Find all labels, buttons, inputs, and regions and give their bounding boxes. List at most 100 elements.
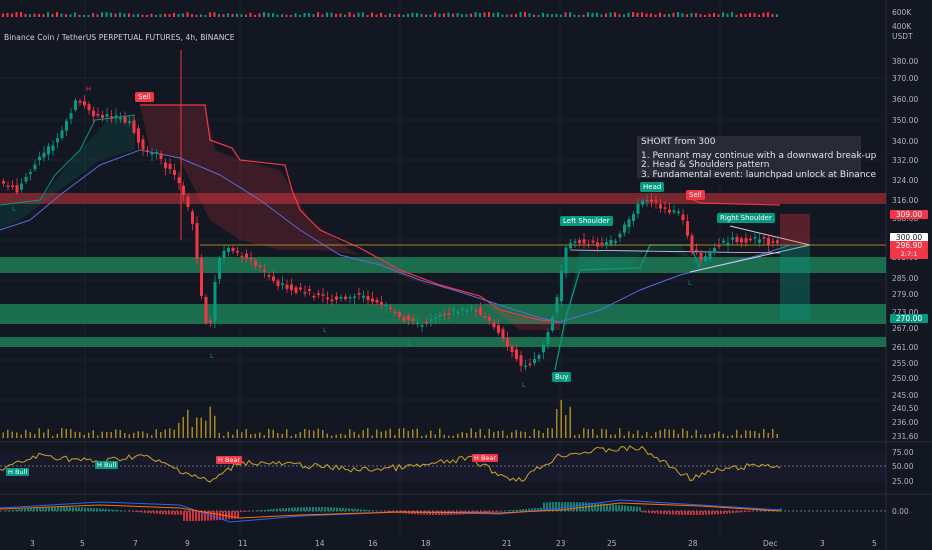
candle-body [335, 296, 338, 300]
supertrend-bullish-area-left [0, 115, 135, 230]
candle-body [573, 241, 577, 243]
volume-bars [2, 399, 778, 438]
macd-bar [276, 508, 278, 511]
current-price-tag: 300.00 [890, 233, 928, 242]
candle-body [141, 139, 145, 150]
time-axis-label: 7 [133, 539, 138, 548]
rsi-bear-divergence-tag-2[interactable]: H Bear [472, 454, 499, 462]
volume-bar [11, 431, 13, 438]
top-volume-bar [609, 12, 612, 17]
volume-bar [592, 428, 594, 438]
top-volume-bar [321, 14, 324, 17]
volume-bar [52, 435, 54, 438]
head-label[interactable]: Head [640, 182, 665, 192]
volume-bar [583, 428, 585, 438]
sell-signal-label-2[interactable]: Sell [686, 190, 705, 200]
macd-bar [327, 507, 329, 511]
candle-body [236, 250, 239, 253]
macd-bar [351, 508, 353, 511]
candle-body [267, 275, 271, 277]
top-volume-bar [290, 14, 292, 17]
candle-body [537, 355, 541, 359]
top-volume-bar [695, 13, 697, 17]
macd-bar [198, 511, 200, 521]
sell-signal-label[interactable]: Sell [135, 92, 154, 102]
macd-bar [48, 507, 50, 511]
top-volume-bar [713, 12, 715, 17]
trade-note[interactable]: SHORT from 300 1. Pennant may continue w… [637, 136, 876, 179]
rsi-scale-25: 25.00 [892, 477, 914, 486]
top-volume-bar [339, 13, 342, 17]
price-scale-label: 250.00 [892, 374, 919, 383]
candle-body [285, 284, 289, 289]
left-shoulder-label[interactable]: Left Shoulder [560, 216, 613, 226]
support-zone-upper [0, 257, 886, 273]
macd-bar [624, 505, 626, 511]
macd-bar [687, 511, 689, 515]
macd-bar [579, 502, 581, 511]
volume-bar [214, 415, 216, 438]
rsi-bull-divergence-tag-2[interactable]: H Bull [95, 461, 119, 469]
macd-bar [228, 511, 230, 520]
top-volume-bar [398, 13, 400, 17]
macd-bar [81, 507, 83, 511]
volume-bar [637, 430, 639, 438]
candle-body [245, 253, 248, 259]
candle-body [389, 307, 392, 309]
volume-bar [385, 430, 387, 438]
pivot-low-marker: L [210, 352, 214, 360]
candle-body [281, 283, 284, 285]
candle-body [483, 315, 487, 318]
volume-bar [713, 433, 715, 438]
top-volume-bar [132, 14, 135, 17]
buy-signal-label[interactable]: Buy [552, 372, 572, 382]
volume-bar [200, 417, 202, 438]
top-volume-bar [380, 12, 382, 17]
macd-signal-line [0, 502, 781, 519]
volume-bar [38, 428, 40, 438]
volume-bar [88, 432, 90, 438]
support-zone-lower [0, 337, 886, 347]
top-volume-bar [533, 14, 535, 17]
candle-body [398, 312, 401, 317]
candle-body [168, 163, 172, 170]
top-volume-bar [618, 14, 621, 17]
macd-bar [615, 504, 617, 511]
top-volume-bar [479, 12, 481, 17]
top-volume-bar [200, 14, 202, 17]
candle-body [704, 256, 707, 262]
volume-bar [646, 432, 648, 438]
macd-bar [354, 508, 356, 511]
top-volume-bar [173, 12, 175, 17]
candle-body [2, 180, 5, 184]
macd-bar [216, 511, 218, 521]
rsi-scale-75: 75.00 [892, 448, 914, 457]
volume-bar [610, 434, 612, 438]
right-shoulder-label[interactable]: Right Shoulder [717, 213, 775, 223]
rsi-bull-divergence-tag[interactable]: H Bull [6, 468, 30, 476]
volume-bar [43, 432, 45, 438]
macd-bar [27, 508, 29, 511]
rsi-bear-divergence-tag[interactable]: H Bear [216, 456, 243, 464]
macd-bar [246, 511, 248, 512]
volume-bar [133, 432, 135, 438]
volume-bar [389, 428, 391, 438]
candle-body [353, 296, 356, 298]
neckline [569, 249, 781, 254]
volume-bar [655, 432, 657, 438]
volume-bar [290, 435, 292, 438]
resistance-zone [0, 193, 886, 204]
candle-body [609, 239, 613, 245]
volume-bar [394, 435, 396, 438]
top-volume-bar [137, 13, 139, 17]
candle-body [191, 211, 194, 224]
candle-body [654, 200, 658, 203]
candle-body [321, 294, 325, 296]
macd-bar [297, 507, 299, 511]
volume-bar [470, 428, 472, 438]
volume-bar [137, 431, 139, 438]
top-volume-bar [501, 14, 504, 17]
top-volume-bar [357, 12, 360, 17]
symbol-title[interactable]: Binance Coin / TetherUS PERPETUAL FUTURE… [4, 33, 235, 42]
